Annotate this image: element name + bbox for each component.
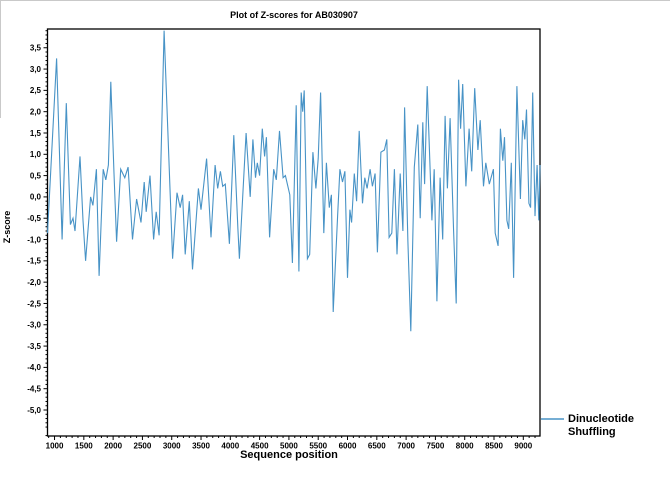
x-tick-label: 5500	[309, 442, 327, 451]
x-tick-label: 7000	[397, 442, 415, 451]
axis-tick-labels: 3,5 3,0 2,5 2,0 1,5 1,0 0,5 0,0 -0,5 -1,0 -1,5 -2,0…	[27, 44, 533, 451]
y-tick-label: 3,0	[30, 65, 42, 74]
y-tick-label: -5,0	[27, 406, 41, 415]
y-tick-label: -4,0	[27, 363, 41, 372]
y-tick-label: 1,0	[30, 150, 42, 159]
y-tick-label: -0,5	[27, 214, 41, 223]
y-tick-label: 0,0	[30, 193, 42, 202]
window-border-left	[0, 0, 1, 118]
x-tick-label: 2000	[104, 442, 122, 451]
y-tick-label: -1,0	[27, 235, 41, 244]
x-tick-label: 9000	[514, 442, 532, 451]
x-tick-label: 3000	[163, 442, 181, 451]
x-tick-label: 8000	[456, 442, 474, 451]
y-tick-label: 2,0	[30, 107, 42, 116]
y-tick-label: 3,5	[30, 44, 42, 53]
x-tick-label: 6000	[339, 442, 357, 451]
legend-label-line2: Shuffling	[568, 426, 616, 438]
y-tick-label: -2,5	[27, 299, 41, 308]
axis-ticks	[43, 30, 536, 440]
plot-frame	[46, 28, 541, 437]
x-tick-label: 1500	[75, 442, 93, 451]
legend: Dinucleotide Shuffling	[541, 413, 634, 438]
y-tick-label: -3,0	[27, 321, 41, 330]
x-tick-label: 2500	[134, 442, 152, 451]
y-tick-label: 1,5	[30, 129, 42, 138]
x-tick-label: 8500	[485, 442, 503, 451]
y-tick-label: 0,5	[30, 171, 42, 180]
x-tick-label: 6500	[368, 442, 386, 451]
y-tick-label: -1,5	[27, 257, 41, 266]
y-tick-label: -3,5	[27, 342, 41, 351]
y-tick-label: -2,0	[27, 278, 41, 287]
x-tick-label: 4500	[251, 442, 269, 451]
zscore-series-line	[46, 30, 541, 332]
x-axis-title: Sequence position	[240, 449, 338, 461]
x-tick-label: 7500	[427, 442, 445, 451]
y-tick-label: -4,5	[27, 384, 41, 393]
legend-label-line1: Dinucleotide	[568, 413, 634, 425]
y-axis-title: Z-score	[2, 211, 12, 244]
window-border-top	[0, 0, 670, 1]
x-tick-label: 1000	[46, 442, 64, 451]
series-line-group	[46, 30, 541, 332]
plot-border	[46, 28, 541, 437]
x-tick-label: 5000	[280, 442, 298, 451]
chart-title: Plot of Z-scores for AB030907	[230, 10, 358, 20]
x-tick-label: 3500	[192, 442, 210, 451]
x-tick-label: 4000	[221, 442, 239, 451]
y-tick-label: 2,5	[30, 86, 42, 95]
